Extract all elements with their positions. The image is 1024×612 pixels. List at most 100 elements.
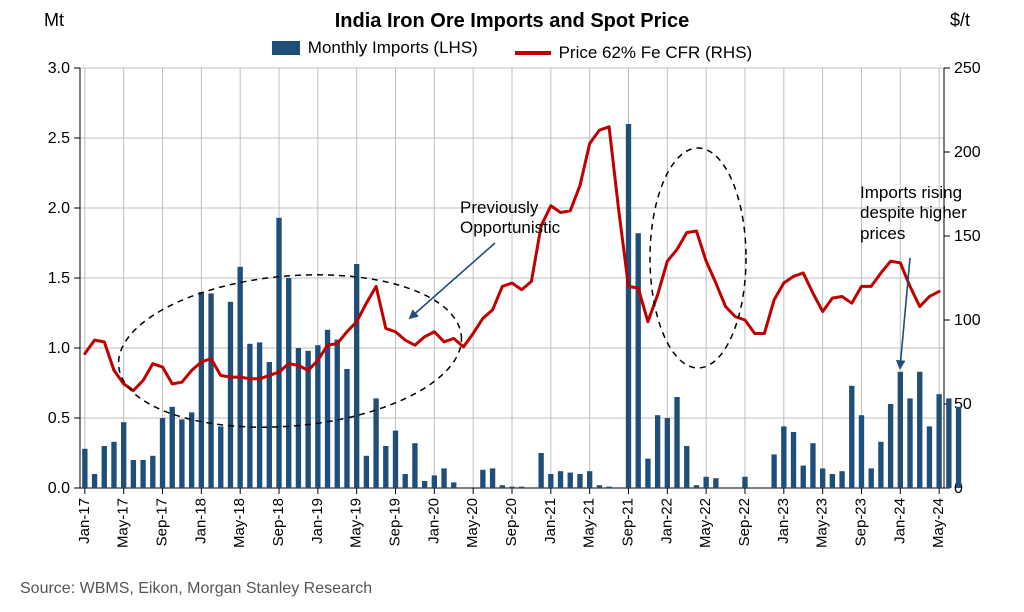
bar — [208, 293, 213, 488]
bar — [810, 443, 815, 488]
bar — [325, 330, 330, 488]
x-tick-label: Sep-22 — [736, 498, 753, 546]
bar — [839, 471, 844, 488]
bar — [519, 487, 524, 488]
bar — [150, 456, 155, 488]
bar — [927, 426, 932, 488]
source-text: Source: WBMS, Eikon, Morgan Stanley Rese… — [20, 580, 372, 598]
x-tick-label: May-21 — [581, 498, 598, 548]
bar — [694, 485, 699, 488]
bar — [859, 415, 864, 488]
bar — [451, 482, 456, 488]
bar — [296, 348, 301, 488]
y-right-tick: 200 — [954, 144, 981, 161]
x-tick-label: Sep-18 — [270, 498, 287, 546]
bar — [228, 302, 233, 488]
bar — [655, 415, 660, 488]
bar — [383, 446, 388, 488]
bar — [315, 345, 320, 488]
bar — [898, 372, 903, 488]
bar — [490, 468, 495, 488]
bar — [422, 481, 427, 488]
x-tick-label: Jan-22 — [658, 498, 675, 544]
bar — [606, 487, 611, 488]
bar — [199, 292, 204, 488]
bar — [820, 468, 825, 488]
bar — [869, 468, 874, 488]
y-left-tick: 1.5 — [48, 270, 70, 287]
bar — [645, 459, 650, 488]
y-right-tick: 250 — [954, 60, 981, 77]
bar — [121, 422, 126, 488]
chart-container: { "title": "India Iron Ore Imports and S… — [0, 0, 1024, 612]
bar — [568, 473, 573, 488]
y-left-tick: 0.5 — [48, 410, 70, 427]
bar — [160, 418, 165, 488]
bar — [393, 431, 398, 488]
bar — [500, 485, 505, 488]
x-tick-label: May-17 — [115, 498, 132, 548]
bar — [82, 449, 87, 488]
y-left-tick: 2.5 — [48, 130, 70, 147]
bar — [373, 398, 378, 488]
bar — [917, 372, 922, 488]
bar — [665, 418, 670, 488]
x-tick-label: May-23 — [814, 498, 831, 548]
bar — [412, 443, 417, 488]
bar — [791, 432, 796, 488]
bar — [480, 470, 485, 488]
x-tick-label: Jan-24 — [891, 498, 908, 544]
x-tick-label: Jan-19 — [309, 498, 326, 544]
x-tick-label: May-22 — [697, 498, 714, 548]
y-left-tick: 0.0 — [48, 480, 70, 497]
x-tick-label: Jan-18 — [192, 498, 209, 544]
bar — [354, 264, 359, 488]
bar — [587, 471, 592, 488]
bar — [276, 218, 281, 488]
bar — [830, 474, 835, 488]
bar — [179, 419, 184, 488]
x-tick-label: Sep-19 — [386, 498, 403, 546]
plot-area: 0.00.51.01.52.02.53.0050100150200250Jan-… — [0, 0, 1024, 612]
bar — [907, 398, 912, 488]
bar — [509, 487, 514, 488]
bar — [703, 477, 708, 488]
bar — [92, 474, 97, 488]
bar — [432, 475, 437, 488]
bar — [111, 442, 116, 488]
bar — [286, 278, 291, 488]
bar — [189, 412, 194, 488]
x-tick-label: Jan-17 — [76, 498, 93, 544]
bar — [878, 442, 883, 488]
x-tick-label: May-18 — [231, 498, 248, 548]
x-tick-label: Sep-17 — [153, 498, 170, 546]
bar — [781, 426, 786, 488]
bar — [140, 460, 145, 488]
x-tick-label: May-20 — [464, 498, 481, 548]
bar — [597, 485, 602, 488]
bar — [636, 233, 641, 488]
bar — [538, 453, 543, 488]
bar — [771, 454, 776, 488]
bar — [548, 474, 553, 488]
bar — [102, 446, 107, 488]
x-tick-label: Jan-21 — [542, 498, 559, 544]
bar — [801, 466, 806, 488]
bar — [713, 478, 718, 488]
bar — [936, 394, 941, 488]
bar — [577, 474, 582, 488]
bar — [946, 398, 951, 488]
bar — [170, 407, 175, 488]
bar — [956, 407, 961, 488]
y-right-tick: 100 — [954, 312, 981, 329]
annotation-arrow — [410, 243, 495, 318]
annotation-ellipse — [650, 148, 746, 368]
bar — [364, 456, 369, 488]
x-tick-label: Jan-20 — [425, 498, 442, 544]
annotation-text: Previously Opportunistic — [460, 198, 560, 239]
y-left-tick: 3.0 — [48, 60, 70, 77]
bar — [849, 386, 854, 488]
bar — [684, 446, 689, 488]
bar — [257, 342, 262, 488]
bar — [344, 369, 349, 488]
